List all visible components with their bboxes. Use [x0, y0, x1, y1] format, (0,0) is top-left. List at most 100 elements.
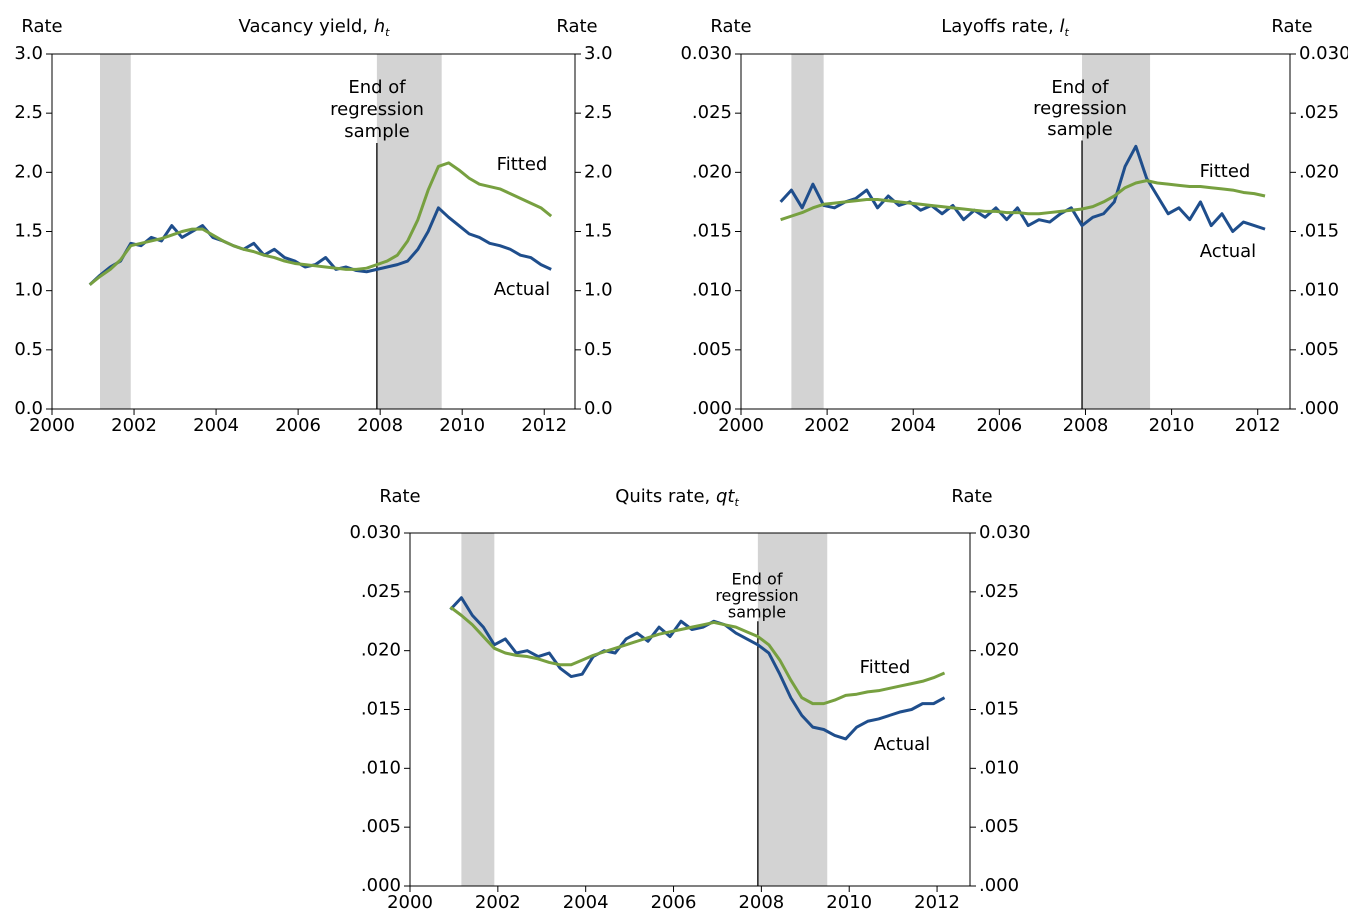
series-line: [449, 605, 946, 706]
y-tick-label: 2.5: [14, 102, 43, 123]
x-tick-label: 2008: [357, 415, 403, 436]
x-tick-label: 2004: [890, 415, 936, 436]
x-tick-label: 2000: [718, 415, 764, 436]
y2-tick-label: 2.0: [584, 161, 613, 182]
y-tick-label: .010: [361, 757, 401, 778]
chart-title: Quits rate, qtt: [615, 486, 739, 509]
annotation: End of: [348, 77, 406, 98]
y-axis-label: Rate: [21, 16, 62, 37]
x-tick-label: 2000: [29, 415, 75, 436]
y2-tick-label: .025: [979, 581, 1019, 602]
chart-title: Layoffs rate, lt: [941, 16, 1069, 39]
x-tick-label: 2002: [475, 892, 521, 913]
y-tick-label: .015: [692, 221, 732, 242]
y-tick-label: 0.0: [14, 398, 43, 419]
y-tick-label: .000: [692, 398, 732, 419]
y2-tick-label: 0.030: [979, 522, 1031, 543]
y-tick-label: .020: [361, 640, 401, 661]
y-tick-label: .010: [692, 280, 732, 301]
y2-axis-label: Rate: [951, 486, 992, 507]
y2-tick-label: 2.5: [584, 102, 613, 123]
recession-shade: [99, 54, 131, 409]
y-axis-label: Rate: [710, 16, 751, 37]
y2-tick-label: .015: [979, 699, 1019, 720]
series-label: Fitted: [1200, 161, 1251, 182]
recession-shade: [1082, 54, 1151, 409]
annotation: regression: [330, 99, 424, 120]
series-line: [449, 596, 946, 741]
series-line: [88, 206, 552, 286]
y-tick-label: .020: [692, 161, 732, 182]
x-tick-label: 2000: [387, 892, 433, 913]
series-line: [88, 161, 553, 286]
y2-tick-label: 1.5: [584, 221, 613, 242]
y-tick-label: .025: [361, 581, 401, 602]
y-tick-label: .005: [361, 816, 401, 837]
title-subscript: t: [1064, 26, 1069, 39]
title-text: Vacancy yield,: [239, 16, 374, 37]
y2-tick-label: .010: [979, 757, 1019, 778]
y2-tick-label: .015: [1299, 221, 1339, 242]
title-text: Quits rate,: [615, 486, 716, 507]
x-tick-label: 2004: [193, 415, 239, 436]
annotation: sample: [728, 603, 786, 622]
y-tick-label: .005: [692, 339, 732, 360]
title-symbol: l: [1059, 16, 1064, 37]
title-text: Layoffs rate,: [941, 16, 1059, 37]
y-tick-label: .000: [361, 875, 401, 896]
x-tick-label: 2006: [976, 415, 1022, 436]
x-tick-label: 2004: [563, 892, 609, 913]
y-tick-label: .015: [361, 699, 401, 720]
y2-tick-label: .005: [1299, 339, 1339, 360]
y-tick-label: 0.030: [349, 522, 401, 543]
x-tick-label: 2002: [111, 415, 157, 436]
y2-tick-label: 0.030: [1299, 43, 1348, 64]
y2-tick-label: .000: [979, 875, 1019, 896]
title-symbol: h: [374, 16, 385, 37]
title-subscript: t: [734, 496, 739, 509]
y-tick-label: 1.0: [14, 280, 43, 301]
series-label: Actual: [494, 279, 550, 300]
x-tick-label: 2010: [439, 415, 485, 436]
x-tick-label: 2006: [275, 415, 321, 436]
recession-shade: [376, 54, 442, 409]
series-label: Actual: [874, 734, 930, 755]
recession-shade: [791, 54, 824, 409]
series-label: Fitted: [497, 154, 548, 175]
chart-title: Vacancy yield, ht: [239, 16, 391, 39]
annotation: End of: [732, 570, 783, 589]
series-line: [780, 179, 1266, 222]
y2-tick-label: .005: [979, 816, 1019, 837]
y2-axis-label: Rate: [1271, 16, 1312, 37]
recession-shade: [461, 533, 495, 886]
y-tick-label: .025: [692, 102, 732, 123]
y2-tick-label: 0.0: [584, 398, 613, 419]
y-tick-label: 1.5: [14, 221, 43, 242]
annotation: regression: [1033, 98, 1127, 119]
recession-shade: [757, 533, 828, 886]
title-symbol: qt: [716, 486, 735, 507]
y2-tick-label: 0.5: [584, 339, 613, 360]
y2-axis-label: Rate: [556, 16, 597, 37]
series-label: Actual: [1200, 241, 1256, 262]
x-tick-label: 2010: [1149, 415, 1195, 436]
y2-tick-label: .020: [1299, 161, 1339, 182]
y2-tick-label: 1.0: [584, 280, 613, 301]
annotation: regression: [715, 586, 798, 605]
annotation: sample: [1047, 119, 1112, 140]
y-tick-label: 0.5: [14, 339, 43, 360]
x-tick-label: 2010: [826, 892, 872, 913]
y2-tick-label: .010: [1299, 280, 1339, 301]
x-tick-label: 2008: [1063, 415, 1109, 436]
x-tick-label: 2006: [651, 892, 697, 913]
y2-tick-label: 3.0: [584, 43, 613, 64]
annotation: End of: [1051, 77, 1109, 98]
x-tick-label: 2002: [804, 415, 850, 436]
y-tick-label: 0.030: [680, 43, 732, 64]
y-tick-label: 3.0: [14, 43, 43, 64]
x-tick-label: 2012: [521, 415, 567, 436]
x-tick-label: 2008: [738, 892, 784, 913]
y2-tick-label: .020: [979, 640, 1019, 661]
y-tick-label: 2.0: [14, 161, 43, 182]
